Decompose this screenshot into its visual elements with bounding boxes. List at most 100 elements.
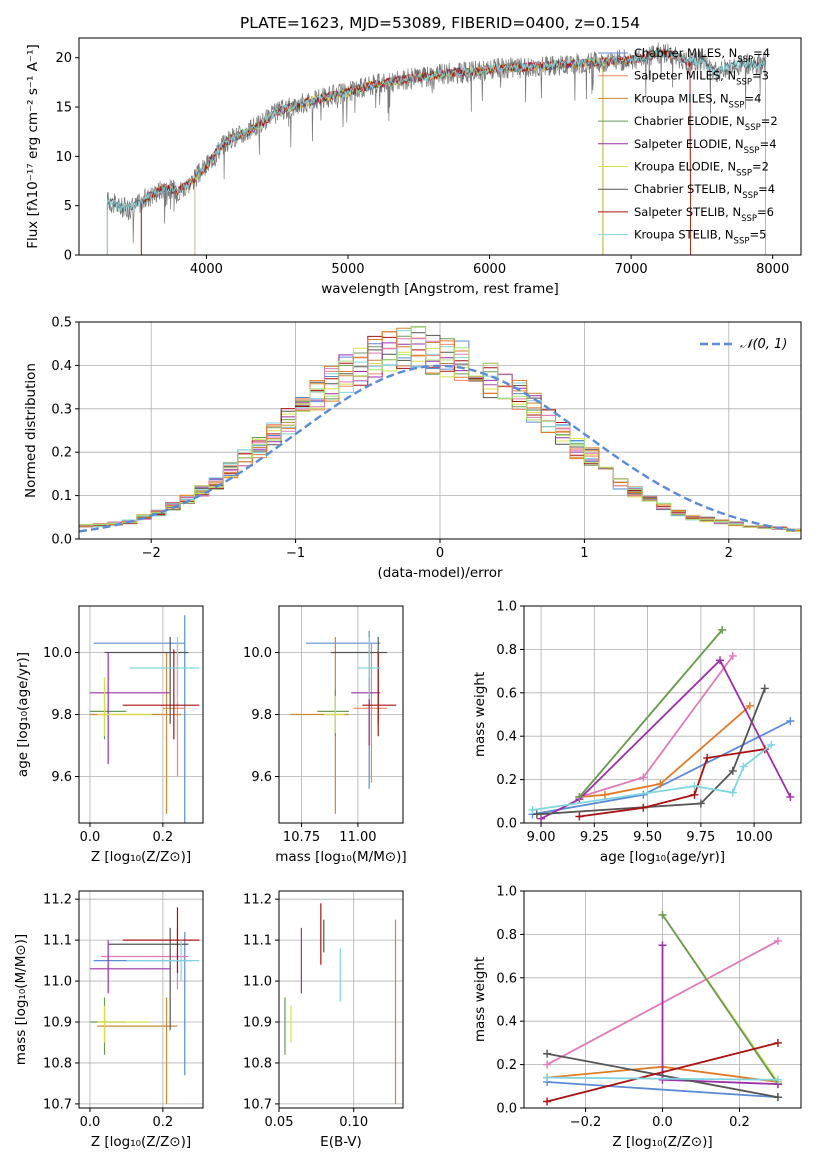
- x-tick-label: 10.00: [736, 830, 773, 845]
- y-tick-label: 0.5: [51, 316, 72, 331]
- spectrum-model-line: [106, 48, 766, 255]
- spectrum-model-line: [140, 48, 691, 255]
- legend-sub: SSP: [737, 55, 753, 65]
- chart-age-vs-mass: 10.75 11.00 9.6 9.8 10.0 mass [log₁₀(M/M⊙)]: [243, 605, 407, 865]
- y-axis-label: Flux [fλ10⁻¹⁷ erg cm⁻² s⁻¹ A⁻¹]: [25, 44, 41, 249]
- legend-sub: SSP: [734, 237, 750, 247]
- legend-sub: SSP: [741, 214, 757, 224]
- legend-tail: =2: [761, 114, 778, 128]
- y-tick-label: 0: [64, 249, 72, 264]
- legend-entry: Kroupa MILES, NSSP=4: [634, 91, 761, 110]
- legend-entry: Salpeter STELIB, NSSP=6: [634, 205, 774, 224]
- mass-weight-line: [579, 705, 751, 798]
- y-tick-label: 0.0: [496, 1102, 517, 1117]
- mass-weight-line: [661, 945, 778, 1085]
- legend-text: Chabrier STELIB, N: [634, 182, 742, 196]
- x-tick-label: 0.10: [339, 1115, 368, 1130]
- legend-text: Salpeter ELODIE, N: [634, 137, 744, 151]
- plus-marker: [690, 782, 699, 791]
- y-tick-label: 10.7: [243, 1097, 272, 1112]
- y-tick-label: 0.4: [496, 1015, 517, 1030]
- plus-marker: [639, 803, 648, 812]
- x-tick-label: 1: [580, 546, 588, 561]
- x-tick-label: 9.50: [633, 830, 662, 845]
- legend-tail: =6: [757, 205, 774, 219]
- y-tick-label: 10.7: [43, 1097, 72, 1112]
- x-tick-label: 9.25: [580, 830, 609, 845]
- legend-tail: =2: [752, 160, 769, 174]
- y-tick-label: 0.1: [51, 489, 72, 504]
- x-axis-label: wavelength [Angstrom, rest frame]: [321, 281, 559, 297]
- plus-marker: [528, 805, 537, 814]
- mass-weight-line: [536, 688, 766, 816]
- plot-frame: [78, 605, 204, 824]
- chart-mass-vs-Z: 0.0 0.2 10.7 10.8 10.9 11.0 11.1 11.2 Z [log₁₀(Z…: [13, 890, 204, 1150]
- plus-marker: [760, 684, 769, 693]
- mass-weight-line: [547, 1081, 778, 1099]
- plus-marker: [703, 753, 712, 762]
- residual-histogram: [79, 331, 801, 531]
- x-tick-label: 2: [725, 546, 733, 561]
- legend-entry: Chabrier ELODIE, NSSP=2: [634, 114, 778, 133]
- x-tick-label: 4000: [190, 262, 223, 277]
- x-axis-label: mass [log₁₀(M/M⊙)]: [275, 849, 406, 865]
- x-axis-label: age [log₁₀(age/yr)]: [600, 849, 725, 865]
- plus-marker: [656, 779, 665, 788]
- y-axis-label: mass weight: [472, 672, 488, 757]
- legend-entry: Chabrier STELIB, NSSP=4: [634, 182, 775, 201]
- legend-sub: SSP: [736, 169, 752, 179]
- plus-marker: [658, 910, 667, 919]
- legend-text: Kroupa ELODIE, N: [634, 160, 736, 174]
- residual-histogram: [79, 326, 801, 530]
- y-tick-label: 10.9: [243, 1016, 272, 1031]
- y-tick-label: 20: [55, 51, 72, 66]
- x-tick-label: 0: [436, 546, 444, 561]
- x-axis-label: Z [log₁₀(Z/Z⊙)]: [612, 1134, 712, 1150]
- chart-age-vs-Z: 0.0 0.2 9.6 9.8 10.0 Z [log₁₀(Z/Z⊙)] age [log₁…: [15, 605, 204, 865]
- plus-marker: [575, 792, 584, 801]
- y-tick-label: 0.3: [51, 402, 72, 417]
- x-tick-label: 11.00: [339, 830, 376, 845]
- legend-sub: SSP: [729, 100, 745, 110]
- y-tick-label: 0.8: [496, 643, 517, 658]
- x-tick-label: −0.2: [570, 1115, 602, 1130]
- x-tick-label: 9.75: [686, 830, 715, 845]
- x-tick-label: 0.05: [265, 1115, 294, 1130]
- plus-marker: [716, 656, 725, 665]
- y-tick-label: 11.0: [243, 975, 272, 990]
- y-tick-label: 0.6: [496, 686, 517, 701]
- legend-text: Salpeter STELIB, N: [634, 205, 741, 219]
- legend-entry: 𝒩(0, 1): [740, 337, 787, 352]
- mass-weight-line: [546, 1042, 779, 1103]
- y-tick-label: 11.2: [43, 893, 72, 908]
- y-tick-label: 0.4: [51, 359, 72, 374]
- y-tick-label: 10.0: [243, 646, 272, 661]
- y-tick-label: 10.8: [43, 1056, 72, 1071]
- plus-marker: [773, 1093, 782, 1102]
- plus-marker: [537, 814, 546, 823]
- y-tick-label: 11.2: [243, 893, 272, 908]
- plot-frame: [523, 605, 802, 824]
- x-tick-label: −1: [286, 546, 305, 561]
- y-tick-label: 9.8: [251, 708, 272, 723]
- plus-marker: [639, 773, 648, 782]
- plus-marker: [728, 651, 737, 660]
- plus-marker: [696, 799, 705, 808]
- legend-text: Kroupa MILES, N: [634, 91, 729, 105]
- plot-frame: [78, 890, 204, 1109]
- y-tick-label: 9.6: [51, 770, 72, 785]
- legend-sub: SSP: [742, 191, 758, 201]
- legend-tail: =4: [744, 91, 761, 105]
- legend-entry: Kroupa ELODIE, NSSP=2: [634, 160, 769, 179]
- x-tick-label: 10.75: [283, 830, 320, 845]
- y-tick-label: 10.8: [243, 1056, 272, 1071]
- plot-frame: [278, 890, 404, 1109]
- x-tick-label: 0.0: [80, 830, 101, 845]
- mass-weight-line: [546, 1052, 779, 1099]
- spectrum-model-line: [140, 49, 691, 255]
- mass-weight-line: [532, 744, 772, 811]
- plus-marker: [690, 790, 699, 799]
- plus-marker: [658, 1075, 667, 1084]
- y-tick-label: 0.8: [496, 928, 517, 943]
